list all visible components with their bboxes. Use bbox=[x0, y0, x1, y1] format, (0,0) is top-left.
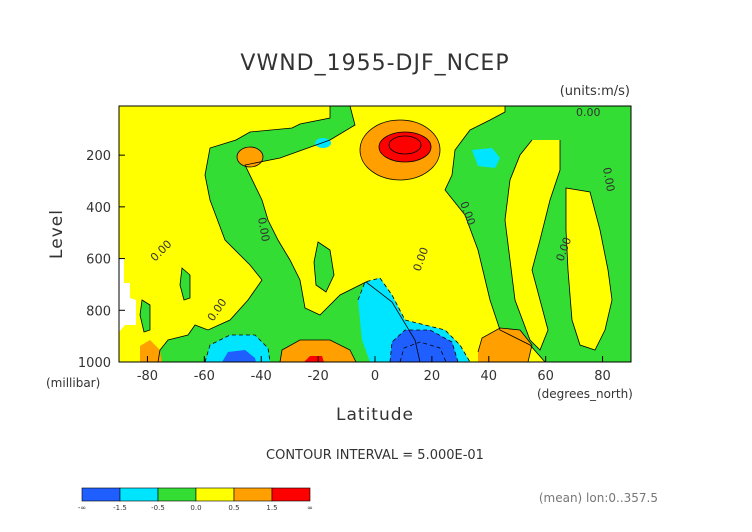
colorbar-swatch bbox=[195, 487, 235, 502]
orange-far-left bbox=[140, 340, 162, 362]
x-tick-label: -20 bbox=[307, 369, 328, 384]
colorbar-swatch bbox=[81, 487, 121, 502]
colorbar-swatch bbox=[157, 487, 197, 502]
contour-lines bbox=[119, 106, 613, 362]
x-tick-label: 80 bbox=[594, 369, 611, 384]
cyan-left bbox=[205, 335, 270, 362]
x-tick-label: -40 bbox=[251, 369, 272, 384]
yellow-regions bbox=[119, 106, 612, 362]
orange-bottom-right bbox=[478, 328, 532, 362]
blue-left bbox=[222, 350, 256, 362]
orange-spot bbox=[237, 147, 263, 167]
yellow-far-right bbox=[566, 188, 612, 350]
x-tick-label: -80 bbox=[137, 369, 158, 384]
y-unit-note: (millibar) bbox=[46, 376, 100, 390]
x-tick-label: -60 bbox=[194, 369, 215, 384]
x-tick-label: 20 bbox=[424, 369, 441, 384]
colorbar-label: -1.5 bbox=[113, 504, 127, 512]
x-unit-note: (degrees_north) bbox=[537, 387, 633, 401]
negative-contours bbox=[204, 277, 471, 362]
yellow-left bbox=[119, 106, 330, 362]
footnote: (mean) lon:0..357.5 bbox=[539, 491, 658, 505]
colorbar-swatch bbox=[119, 487, 159, 502]
colorbar-swatch bbox=[233, 487, 273, 502]
x-tick-label: 40 bbox=[481, 369, 498, 384]
x-tick-label: 0 bbox=[371, 369, 379, 384]
colorbar-label: -0.5 bbox=[151, 504, 165, 512]
blue-regions bbox=[222, 330, 458, 362]
cyan-small bbox=[315, 138, 331, 148]
y-tick-label: 200 bbox=[86, 149, 111, 164]
y-axis-label: Level bbox=[47, 209, 67, 259]
blue-center bbox=[390, 330, 458, 362]
colorbar-swatch bbox=[271, 487, 311, 502]
orange-bottom-left bbox=[280, 340, 356, 362]
colorbar: -∞ -1.5 -0.5 0.0 0.5 1.5 ∞ bbox=[78, 487, 313, 512]
red-bottom bbox=[304, 356, 324, 362]
yellow-right bbox=[505, 140, 560, 350]
colorbar-label: -∞ bbox=[78, 504, 86, 512]
plot-area bbox=[119, 106, 631, 362]
contour-interval: CONTOUR INTERVAL = 5.000E-01 bbox=[266, 448, 484, 463]
x-axis: -80 -60 -40 -20 0 20 40 60 80 bbox=[137, 356, 611, 384]
colorbar-label: 1.5 bbox=[266, 504, 277, 512]
y-tick-label: 1000 bbox=[78, 356, 111, 371]
y-tick-label: 800 bbox=[86, 304, 111, 319]
colorbar-label: 0.0 bbox=[190, 504, 201, 512]
y-tick-label: 600 bbox=[86, 253, 111, 268]
yellow-center bbox=[245, 106, 545, 362]
cyan-spot bbox=[472, 148, 500, 168]
y-axis: 200 400 600 800 1000 bbox=[78, 149, 125, 371]
units-note: (units:m/s) bbox=[560, 84, 630, 99]
contour-label: 0.00 bbox=[600, 166, 617, 192]
missing-data bbox=[119, 258, 136, 332]
x-tick-label: 60 bbox=[537, 369, 554, 384]
x-axis-label: Latitude bbox=[336, 405, 414, 425]
green-island bbox=[314, 242, 334, 292]
colorbar-label: 0.5 bbox=[228, 504, 239, 512]
colorbar-label: ∞ bbox=[307, 504, 313, 512]
y-tick-label: 400 bbox=[86, 201, 111, 216]
green-spot-2 bbox=[180, 268, 190, 300]
chart-title: VWND_1955-DJF_NCEP bbox=[240, 51, 509, 76]
contour-label: 0.00 bbox=[255, 216, 272, 242]
contour-label: 0.00 bbox=[576, 106, 601, 119]
